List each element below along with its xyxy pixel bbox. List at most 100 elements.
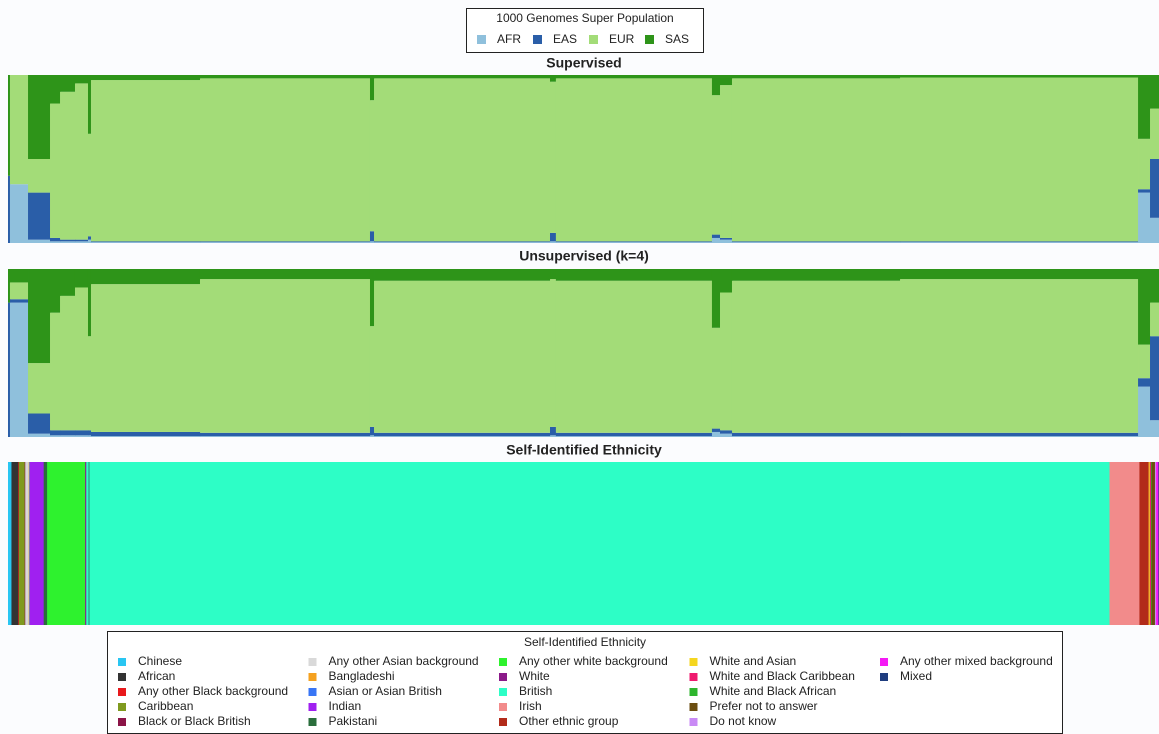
admixture-segment <box>550 75 557 82</box>
admixture-segment <box>555 75 713 79</box>
legend-title: 1000 Genomes Super Population <box>496 11 673 25</box>
panel-title: Supervised <box>546 55 621 71</box>
admixture-segment <box>550 232 557 242</box>
admixture-segment <box>731 436 901 437</box>
legend-swatch <box>645 35 654 44</box>
legend-label: Asian or Asian British <box>329 684 442 698</box>
admixture-segment <box>60 75 76 92</box>
admixture-segment <box>555 280 713 433</box>
legend-title: Self-Identified Ethnicity <box>524 635 646 649</box>
legend-label: White and Asian <box>710 654 797 668</box>
admixture-segment <box>731 75 901 79</box>
ethnicity-segment <box>1156 462 1159 625</box>
admixture-segment <box>1138 192 1151 243</box>
admixture-segment <box>900 242 1139 243</box>
admixture-segment <box>374 242 551 243</box>
ethnicity-segment <box>29 462 44 625</box>
ethnicity-segment <box>1149 462 1152 625</box>
admixture-segment <box>74 83 89 240</box>
admixture-segment <box>555 269 713 281</box>
admixture-segment <box>900 279 1139 433</box>
legend-swatch <box>589 35 598 44</box>
admixture-segment <box>9 269 29 283</box>
admixture-segment <box>50 237 61 242</box>
ethnicity-segment <box>8 462 12 625</box>
ethnicity-segment <box>1109 462 1140 625</box>
admixture-segment <box>199 269 371 280</box>
admixture-segment <box>9 75 29 185</box>
admixture-segment <box>711 237 721 243</box>
admixture-segment <box>60 91 76 240</box>
legend-label: Mixed <box>900 669 932 683</box>
admixture-segment <box>1150 75 1159 109</box>
admixture-segment <box>900 432 1139 437</box>
admixture-segment <box>74 239 89 242</box>
admixture-segment <box>720 237 733 240</box>
admixture-segment <box>87 430 92 436</box>
legend-label: Other ethnic group <box>519 714 619 728</box>
admixture-segment <box>550 279 557 427</box>
admixture-segment <box>199 279 371 433</box>
ethnicity-segment <box>43 462 48 625</box>
admixture-segment <box>90 284 201 432</box>
admixture-segment <box>374 75 551 79</box>
admixture-segment <box>87 236 92 240</box>
legend-label: Any other Black background <box>138 684 288 698</box>
ethnicity-segment <box>24 462 26 625</box>
ethnicity-segment <box>29 462 31 625</box>
admixture-segment <box>28 269 51 364</box>
admixture-segment <box>1138 344 1151 379</box>
legend-label: Irish <box>519 699 542 713</box>
ethnicity-segment <box>1150 462 1152 625</box>
admixture-segment <box>8 75 11 176</box>
admixture-segment <box>199 436 371 437</box>
admixture-segment <box>550 269 557 280</box>
ethnicity-segment <box>1148 462 1151 625</box>
admixture-segment <box>720 239 733 243</box>
admixture-segment <box>50 103 61 238</box>
legend-swatch <box>308 703 317 711</box>
legend-label: Any other mixed background <box>900 654 1053 668</box>
admixture-segment <box>74 241 89 243</box>
ethnicity-segment <box>1151 462 1156 625</box>
legend-swatch <box>308 673 317 681</box>
legend-swatch <box>689 658 698 666</box>
legend-swatch <box>118 718 126 726</box>
legend-swatch <box>308 658 317 666</box>
admixture-segment <box>199 242 371 243</box>
legend-swatch <box>499 673 507 681</box>
admixture-segment <box>9 302 29 437</box>
admixture-segment <box>90 431 201 437</box>
admixture-segment <box>711 327 721 429</box>
ethnicity-segment <box>85 462 87 625</box>
ethnicity-segment <box>25 462 30 625</box>
legend-label: Any other Asian background <box>329 654 479 668</box>
admixture-segment <box>711 428 721 432</box>
admixture-segment <box>8 269 11 303</box>
admixture-segment <box>374 269 551 281</box>
admixture-segment <box>731 432 901 437</box>
admixture-segment <box>720 85 733 238</box>
admixture-segment <box>28 413 51 434</box>
legend-swatch <box>689 718 698 726</box>
admixture-segment <box>90 80 201 242</box>
legend-label: Caribbean <box>138 699 193 713</box>
admixture-segment <box>74 75 89 84</box>
legend-swatch <box>880 658 888 666</box>
admixture-segment <box>731 78 901 242</box>
admixture-segment <box>90 75 201 81</box>
admixture-segment <box>87 239 92 243</box>
admixture-segment <box>555 432 713 437</box>
admixture-segment <box>50 312 61 431</box>
legend-label: Chinese <box>138 654 182 668</box>
admixture-segment <box>900 269 1139 280</box>
admixture-segment <box>550 81 557 233</box>
admixture-segment <box>555 241 713 243</box>
admixture-segment <box>199 432 371 437</box>
admixture-segment <box>60 241 76 243</box>
legend-box <box>466 8 704 53</box>
admixture-segment <box>60 435 76 437</box>
legend-swatch <box>689 673 698 681</box>
admixture-segment <box>28 433 51 437</box>
